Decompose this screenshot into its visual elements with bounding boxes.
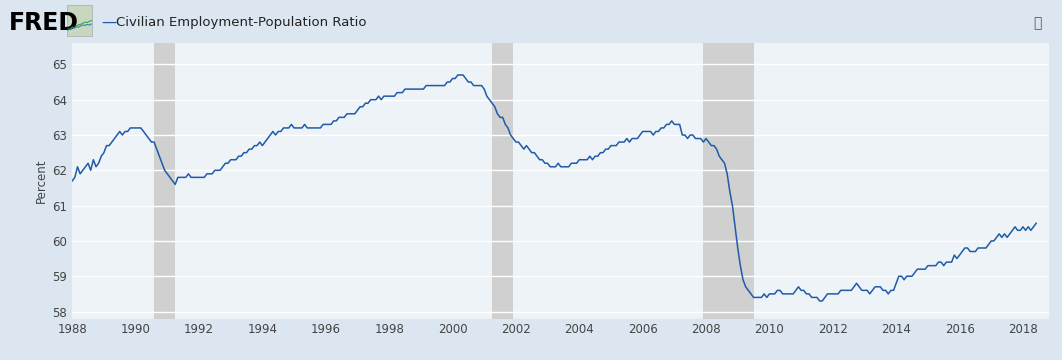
Text: ⤢: ⤢: [1033, 16, 1042, 30]
Text: Civilian Employment-Population Ratio: Civilian Employment-Population Ratio: [116, 16, 366, 29]
Text: —: —: [101, 15, 116, 30]
Bar: [703, 43, 754, 319]
FancyBboxPatch shape: [67, 5, 92, 36]
Bar: [492, 43, 513, 319]
Y-axis label: Percent: Percent: [35, 159, 48, 203]
Bar: [154, 43, 175, 319]
Text: FRED: FRED: [8, 11, 79, 35]
